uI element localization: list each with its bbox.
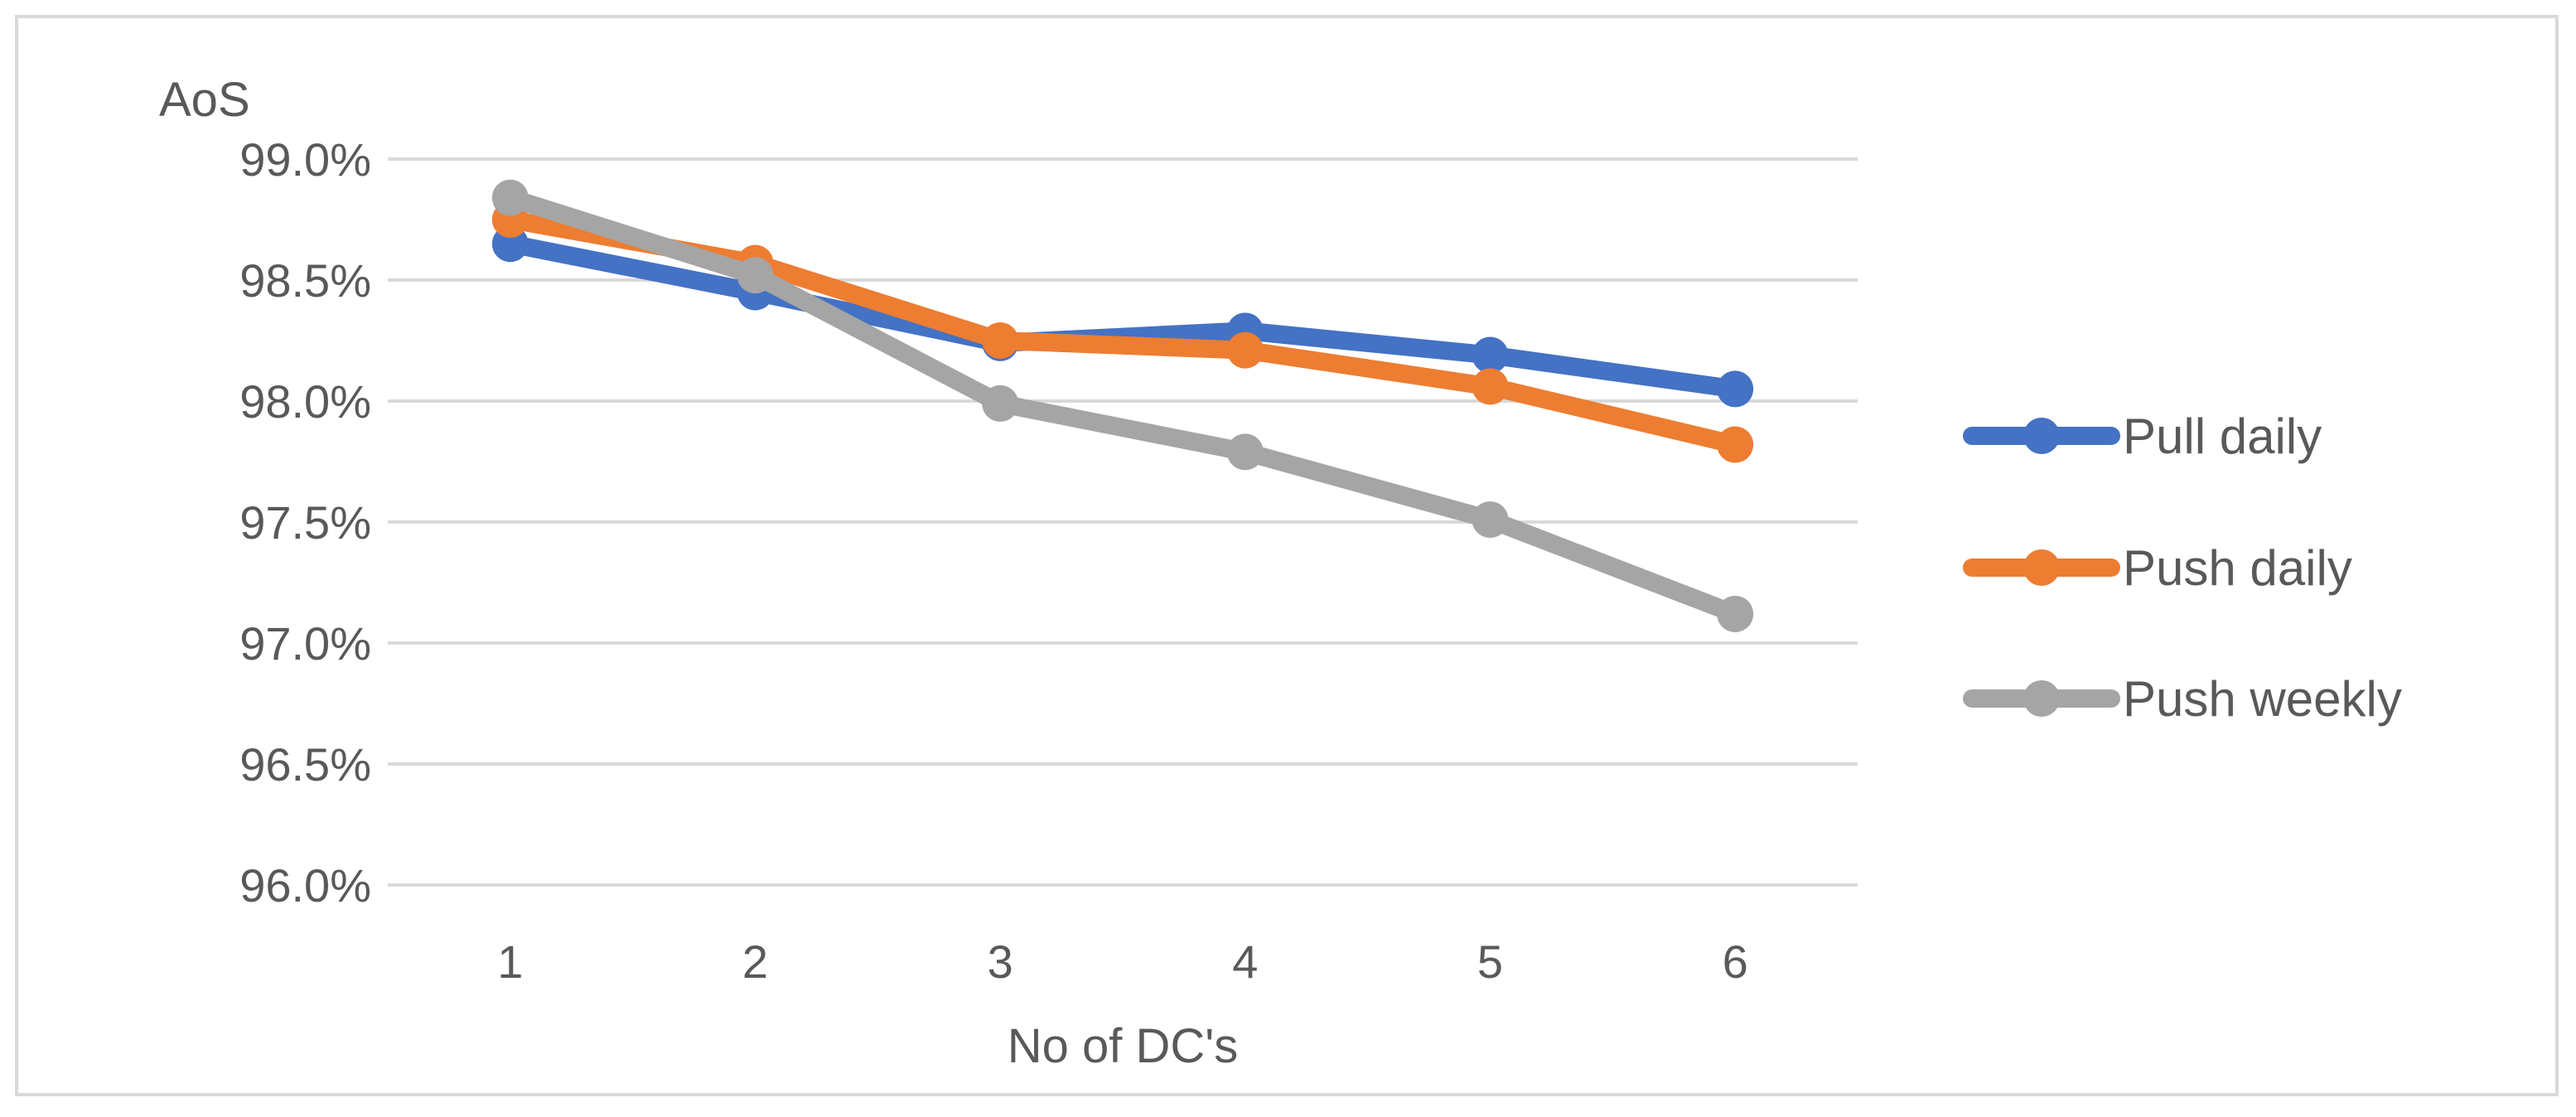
series-lines [491, 179, 1754, 632]
data-point [982, 384, 1019, 422]
y-axis-label: AoS [159, 73, 250, 127]
y-tick-label: 96.5% [239, 738, 371, 791]
x-tick-label: 4 [1232, 936, 1258, 988]
data-point [1226, 433, 1264, 471]
data-point [1472, 501, 1509, 539]
chart-frame [15, 15, 2559, 1096]
data-point [737, 257, 774, 294]
legend-swatch-marker [2023, 680, 2060, 717]
legend-item: Pull daily [1963, 409, 2322, 464]
legend-swatch-marker [2023, 549, 2060, 586]
y-tick-label: 97.0% [239, 617, 371, 670]
data-point [1717, 370, 1754, 408]
y-tick-label: 98.5% [239, 254, 371, 307]
legend-swatch-marker [2023, 418, 2060, 454]
x-tick-label: 6 [1723, 936, 1748, 988]
data-point [1472, 368, 1509, 405]
gridlines [388, 157, 1858, 887]
data-point [1472, 336, 1509, 374]
legend-item: Push weekly [1963, 671, 2402, 727]
data-point [491, 179, 529, 216]
data-point [1717, 595, 1754, 632]
legend-label: Push daily [2123, 540, 2352, 596]
y-tick-label: 97.5% [239, 496, 371, 549]
x-axis-label: No of DC's [1008, 1019, 1239, 1073]
data-point [1226, 331, 1264, 369]
legend-label: Pull daily [2123, 409, 2322, 464]
y-axis-ticks: 96.0% 96.5% 97.0% 97.5% 98.0% 98.5% 99.0% [239, 133, 371, 911]
y-tick-label: 99.0% [239, 133, 371, 186]
series-line [500, 188, 1745, 623]
series-push-weekly [491, 179, 1754, 632]
y-tick-label: 96.0% [239, 859, 371, 911]
x-tick-label: 3 [988, 936, 1013, 988]
x-tick-label: 1 [497, 936, 523, 988]
legend-item: Push daily [1963, 540, 2352, 596]
legend-label: Push weekly [2123, 671, 2402, 727]
x-tick-label: 2 [742, 936, 768, 988]
x-axis-ticks: 1 2 3 4 5 6 [497, 936, 1747, 988]
data-point [1717, 426, 1754, 463]
data-point [982, 322, 1019, 359]
series-line [500, 235, 1745, 399]
x-tick-label: 5 [1477, 936, 1503, 988]
legend: Pull daily Push daily Push weekly [1963, 409, 2402, 727]
y-tick-label: 98.0% [239, 375, 371, 428]
